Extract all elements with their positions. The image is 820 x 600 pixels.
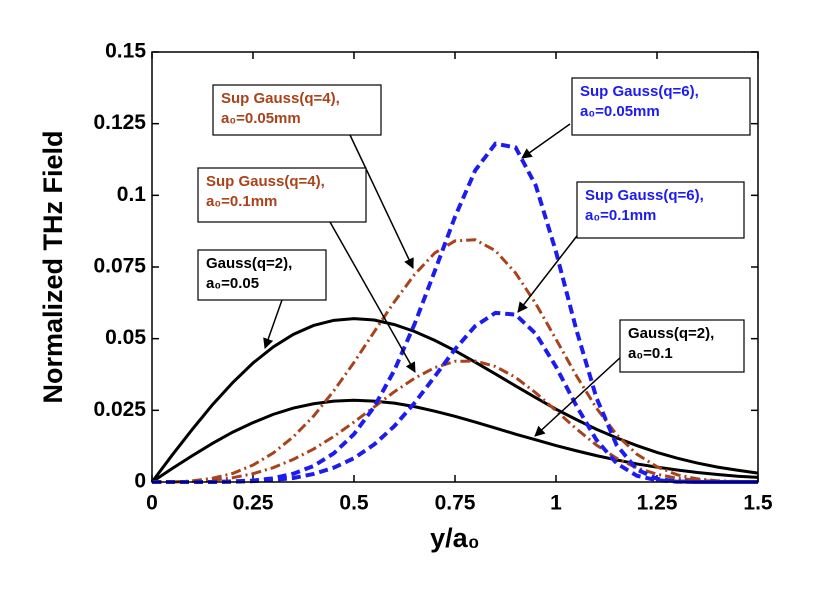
y-tick-label: 0	[134, 470, 146, 493]
annotation-box	[571, 77, 751, 136]
annotation-text: Sup Gauss(q=4),	[221, 90, 340, 107]
annotation-text: a₀=0.05mm	[221, 110, 301, 127]
x-tick-label: 1.25	[637, 492, 678, 515]
plot-frame	[151, 51, 759, 483]
x-tick-label: 1	[550, 492, 562, 515]
annotation-box	[197, 167, 367, 223]
x-tick-label: 0	[146, 492, 158, 515]
annotation-box	[619, 319, 745, 373]
y-tick-label: 0.15	[105, 40, 146, 63]
annotation-arrow	[329, 221, 416, 373]
annotation-text: Sup Gauss(q=6),	[585, 187, 704, 204]
annotation-arrow	[534, 355, 623, 437]
annotation-text: Sup Gauss(q=6),	[580, 83, 699, 100]
annotation-box	[197, 249, 327, 301]
annotation-text: a₀=0.05mm	[580, 103, 660, 120]
annotation-text: Gauss(q=2),	[206, 255, 292, 272]
y-axis-label: Normalized THz Field	[38, 130, 68, 403]
y-tick-label: 0.1	[117, 183, 147, 206]
annotation-arrow	[517, 231, 581, 313]
annotation-arrow	[263, 299, 283, 349]
series-line	[152, 359, 759, 484]
x-axis-label: y/a₀	[430, 523, 480, 553]
annotation-text: a₀=0.1mm	[206, 193, 277, 210]
x-tick-label: 1.5	[743, 492, 773, 515]
y-tick-label: 0.125	[93, 111, 146, 134]
y-tick-label: 0.025	[93, 398, 146, 421]
annotation-text: a₀=0.05	[206, 275, 259, 292]
x-tick-label: 0.25	[233, 492, 274, 515]
x-tick-label: 0.5	[339, 492, 369, 515]
annotation-arrow	[349, 134, 414, 269]
series-line	[152, 238, 759, 484]
annotation-arrow	[521, 123, 571, 159]
annotation-text: Gauss(q=2),	[628, 325, 714, 342]
annotation-text: Sup Gauss(q=4),	[206, 173, 325, 190]
annotation-text: a₀=0.1mm	[585, 207, 656, 224]
x-tick-label: 0.75	[435, 492, 476, 515]
annotation-box	[576, 181, 745, 239]
series-line	[152, 310, 758, 484]
annotation-text: a₀=0.1	[628, 345, 673, 362]
y-tick-label: 0.05	[105, 326, 146, 349]
annotation-box	[212, 84, 382, 136]
y-tick-label: 0.075	[93, 255, 146, 278]
